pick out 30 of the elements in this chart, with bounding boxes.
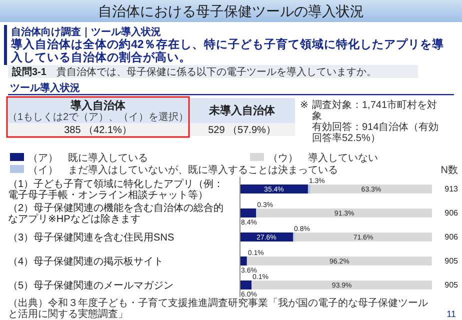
text: 913: [444, 184, 459, 194]
legend-label: （ア） 既に導入している: [28, 152, 148, 164]
text: （出典）令和３年度子ども・子育て支援推進調査研究事業「我が国の電子的な母子保健ツールと活用に関する実態調査」: [8, 297, 428, 320]
y-tick-label: （2）母子保健関連の機能を含む自治体の総合的なアプリ※HPなどは除きます: [8, 202, 224, 225]
text: 設問3-1: [11, 66, 47, 78]
text: （1もしくは2で（ア）、（イ）を選択）: [7, 111, 189, 123]
legend-label: （イ） まだ導入はしていないが、既に導入することは決まっている: [28, 164, 338, 176]
chart-title: 自治体における母子保健ツールの導入状況: [98, 3, 364, 19]
text: 385 （42.1%）: [64, 125, 132, 136]
y-tick-label: （5）母子保健関連のメールマガジン: [8, 280, 174, 292]
y-tick-label: （3）母子保健関連を含む住民用SNS: [8, 232, 174, 244]
text: 905: [444, 280, 459, 290]
text: 貴自治体では、母子保健に係る以下の電子ツールを導入していますか。: [56, 66, 376, 78]
text: N数: [440, 165, 458, 176]
text: 導入自治体: [70, 99, 126, 112]
text: 905: [444, 256, 459, 266]
text: ※: [300, 100, 308, 111]
text: 有効回答：914自治体（有効回答率52.5%）: [312, 121, 439, 144]
y-tick-label: （1）子ども子育て領域に特化したアプリ（例：電子母子手帳・オンライン相談チャット等）: [8, 178, 224, 201]
text: 調査対象：1,741市町村を対象: [312, 99, 438, 122]
y-tick-label: （4）母子保健関連の掲示板サイト: [8, 256, 164, 268]
text: 11: [446, 309, 456, 319]
text: 906: [444, 232, 459, 242]
text: 529 （57.9%）: [208, 125, 276, 136]
text: 自治体向け調査｜ツール導入状況: [11, 26, 161, 38]
text: ツール導入状況: [10, 82, 80, 94]
text: 未導入自治体: [208, 104, 276, 117]
text: 906: [444, 208, 459, 218]
chart-subtitle: 導入自治体は全体の約42％存在し、特に子ども子育て領域に特化したアプリを導入している自治体の割合が高い。: [10, 37, 445, 64]
legend-label: （ウ） 導入していない: [268, 152, 378, 164]
